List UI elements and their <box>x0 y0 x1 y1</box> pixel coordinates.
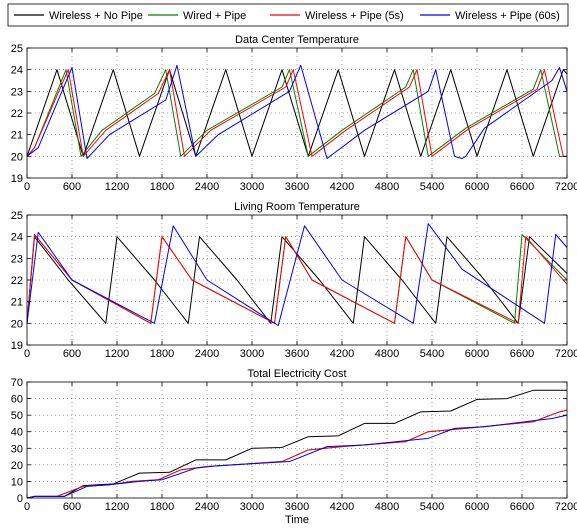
y-tick-label: 10 <box>11 476 23 488</box>
y-tick-label: 20 <box>11 151 23 163</box>
x-tick-label: 5400 <box>420 181 444 193</box>
y-tick-label: 23 <box>11 86 23 98</box>
y-tick-label: 0 <box>17 493 23 505</box>
series-line <box>26 236 568 324</box>
x-tick-label: 5400 <box>420 501 444 513</box>
x-tick-label: 1200 <box>105 501 129 513</box>
y-tick-label: 70 <box>11 377 23 389</box>
y-tick-label: 24 <box>11 65 23 77</box>
legend-label: Wired + Pipe <box>183 10 246 22</box>
legend-label: Wireless + Pipe (5s) <box>305 10 404 22</box>
y-tick-label: 19 <box>11 340 23 352</box>
x-tick-label: 2400 <box>195 501 219 513</box>
x-tick-label: 3600 <box>285 181 309 193</box>
x-tick-label: 5400 <box>420 348 444 360</box>
y-tick-label: 22 <box>11 275 23 287</box>
x-tick-label: 3000 <box>240 181 264 193</box>
x-tick-label: 6000 <box>465 348 489 360</box>
x-tick-label: 3000 <box>240 348 264 360</box>
chart-panel-1: 0 600 1200 1800 2400 3000 3600 4200 4800 5400 6000… <box>11 34 577 193</box>
x-tick-label: 4800 <box>375 348 399 360</box>
x-tick-label: 3600 <box>285 348 309 360</box>
series-line <box>26 69 567 157</box>
x-tick-label: 0 <box>24 348 30 360</box>
y-tick-label: 23 <box>11 253 23 265</box>
x-tick-label: 6600 <box>510 501 534 513</box>
x-tick-label: 4200 <box>330 501 354 513</box>
y-tick-label: 30 <box>11 443 23 455</box>
series-line <box>26 389 567 499</box>
series-line <box>26 414 568 499</box>
x-tick-label: 4800 <box>375 501 399 513</box>
legend-entry: Wired + Pipe <box>148 10 246 22</box>
x-tick-label: 1800 <box>150 181 174 193</box>
x-tick-label: 4200 <box>330 181 354 193</box>
x-tick-label: 600 <box>63 501 81 513</box>
chart-title: Living Room Temperature <box>234 201 360 213</box>
x-tick-label: 6000 <box>465 181 489 193</box>
series-line <box>26 234 568 324</box>
x-tick-label: 1200 <box>105 348 129 360</box>
y-tick-label: 21 <box>11 297 23 309</box>
legend-entry: Wireless + No Pipe <box>14 10 143 22</box>
legend-entry: Wireless + Pipe (60s) <box>420 10 560 22</box>
y-tick-label: 50 <box>11 410 23 422</box>
legend: Wireless + No Pipe Wired + Pipe Wireless +… <box>7 3 569 27</box>
y-tick-label: 21 <box>11 130 23 142</box>
chart-panel-2: 0 600 1200 1800 2400 3000 3600 4200 4800 5400 6000… <box>11 201 577 360</box>
x-tick-label: 0 <box>24 181 30 193</box>
x-tick-label: 7200 <box>555 348 577 360</box>
chart-panel-3: 0 600 1200 1800 2400 3000 3600 4200 4800 5400 6000… <box>11 368 577 526</box>
x-tick-label: 4200 <box>330 348 354 360</box>
x-tick-label: 0 <box>24 501 30 513</box>
x-tick-label: 1200 <box>105 181 129 193</box>
legend-entry: Wireless + Pipe (5s) <box>270 10 404 22</box>
x-tick-label: 1800 <box>150 348 174 360</box>
chart-title: Data Center Temperature <box>235 34 359 46</box>
x-tick-label: 7200 <box>555 501 577 513</box>
x-tick-label: 7200 <box>555 181 577 193</box>
x-tick-label: 6600 <box>510 348 534 360</box>
x-tick-label: 600 <box>63 181 81 193</box>
y-tick-label: 25 <box>11 43 23 55</box>
y-tick-label: 25 <box>11 210 23 222</box>
y-tick-label: 22 <box>11 108 23 120</box>
x-tick-label: 2400 <box>195 181 219 193</box>
legend-label: Wireless + Pipe (60s) <box>455 10 560 22</box>
y-tick-label: 24 <box>11 232 23 244</box>
x-tick-label: 4800 <box>375 181 399 193</box>
x-tick-label: 1800 <box>150 501 174 513</box>
y-tick-label: 20 <box>11 318 23 330</box>
x-tick-label: 600 <box>63 348 81 360</box>
x-tick-label: 3600 <box>285 501 309 513</box>
series-line <box>26 64 568 159</box>
x-tick-label: 6600 <box>510 181 534 193</box>
y-tick-label: 20 <box>11 460 23 472</box>
chart-title: Total Electricity Cost <box>247 368 346 380</box>
y-tick-label: 60 <box>11 394 23 406</box>
series-line <box>26 223 568 326</box>
x-tick-label: 2400 <box>195 348 219 360</box>
legend-label: Wireless + No Pipe <box>49 10 143 22</box>
y-tick-label: 19 <box>11 173 23 185</box>
x-tick-label: 3000 <box>240 501 264 513</box>
x-axis-label: Time <box>285 514 309 526</box>
series-line <box>26 69 567 157</box>
x-tick-label: 6000 <box>465 501 489 513</box>
y-tick-label: 40 <box>11 427 23 439</box>
